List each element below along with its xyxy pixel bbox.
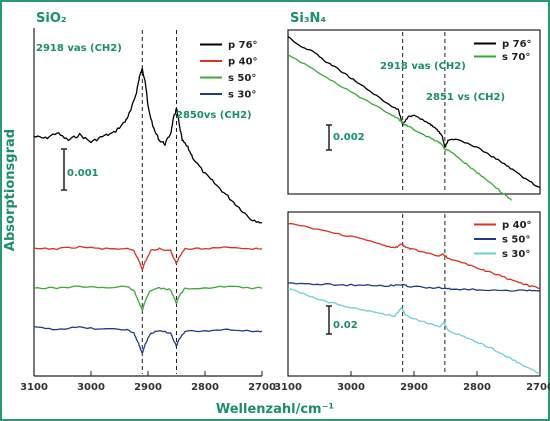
annotation: 2850vs (CH2)	[176, 110, 252, 121]
x-tick-label: 2900	[134, 382, 162, 393]
x-tick-label: 2800	[463, 382, 491, 393]
legend-label: s 70°	[502, 52, 530, 63]
series-line	[288, 223, 541, 290]
legend-label: p 40°	[228, 57, 258, 68]
x-tick-label: 3000	[337, 382, 365, 393]
legend-label: s 50°	[228, 73, 256, 84]
annotation: 2918 vas (CH2)	[36, 43, 122, 54]
legend-label: p 40°	[502, 220, 532, 231]
legend-label: s 50°	[502, 235, 530, 246]
annotation: 2918 vas (CH2)	[380, 61, 466, 72]
chart-title: Si₃N₄	[290, 11, 326, 26]
x-tick-label: 3100	[274, 382, 302, 393]
x-tick-label: 3100	[20, 382, 48, 393]
series-line	[287, 36, 541, 189]
series-line	[33, 245, 263, 271]
legend-label: s 30°	[228, 90, 256, 101]
series-line	[287, 288, 541, 375]
chart-panel-1: 3100 3000 2900 2800 2700 SiO₂ p 76° p 40° s 50° s…	[20, 11, 276, 393]
legend-label: s 30°	[502, 249, 530, 260]
x-tick-label: 2900	[400, 382, 428, 393]
scale-bar-label: 0.002	[333, 132, 365, 143]
x-tick-label: 2700	[248, 382, 276, 393]
x-tick-label: 3000	[77, 382, 105, 393]
y-axis-label: Absorptionsgrad	[3, 129, 18, 251]
chart-title: SiO₂	[36, 11, 67, 26]
x-tick-label: 2800	[191, 382, 219, 393]
plot-frame	[287, 29, 541, 195]
annotation: 2851 vs (CH2)	[426, 92, 505, 103]
series-line	[33, 67, 263, 224]
series-line	[287, 54, 513, 201]
series-line	[33, 325, 263, 354]
scale-bar-label: 0.02	[333, 320, 358, 331]
legend-label: p 76°	[228, 40, 258, 51]
chart-panel-2: Si₃N₄ p 76° s 70° 2918 vas (CH2) 2851 vs (CH…	[287, 11, 541, 201]
x-tick-label: 2700	[526, 382, 550, 393]
x-axis-label: Wellenzahl/cm⁻¹	[216, 402, 334, 417]
chart-panel-3: 3100 3000 2900 2800 2700 p 40° s 50° s 30° 0.02	[274, 211, 550, 393]
series-line	[33, 285, 263, 312]
legend-label: p 76°	[502, 39, 532, 50]
scale-bar-label: 0.001	[67, 168, 99, 179]
series-line	[287, 282, 541, 292]
